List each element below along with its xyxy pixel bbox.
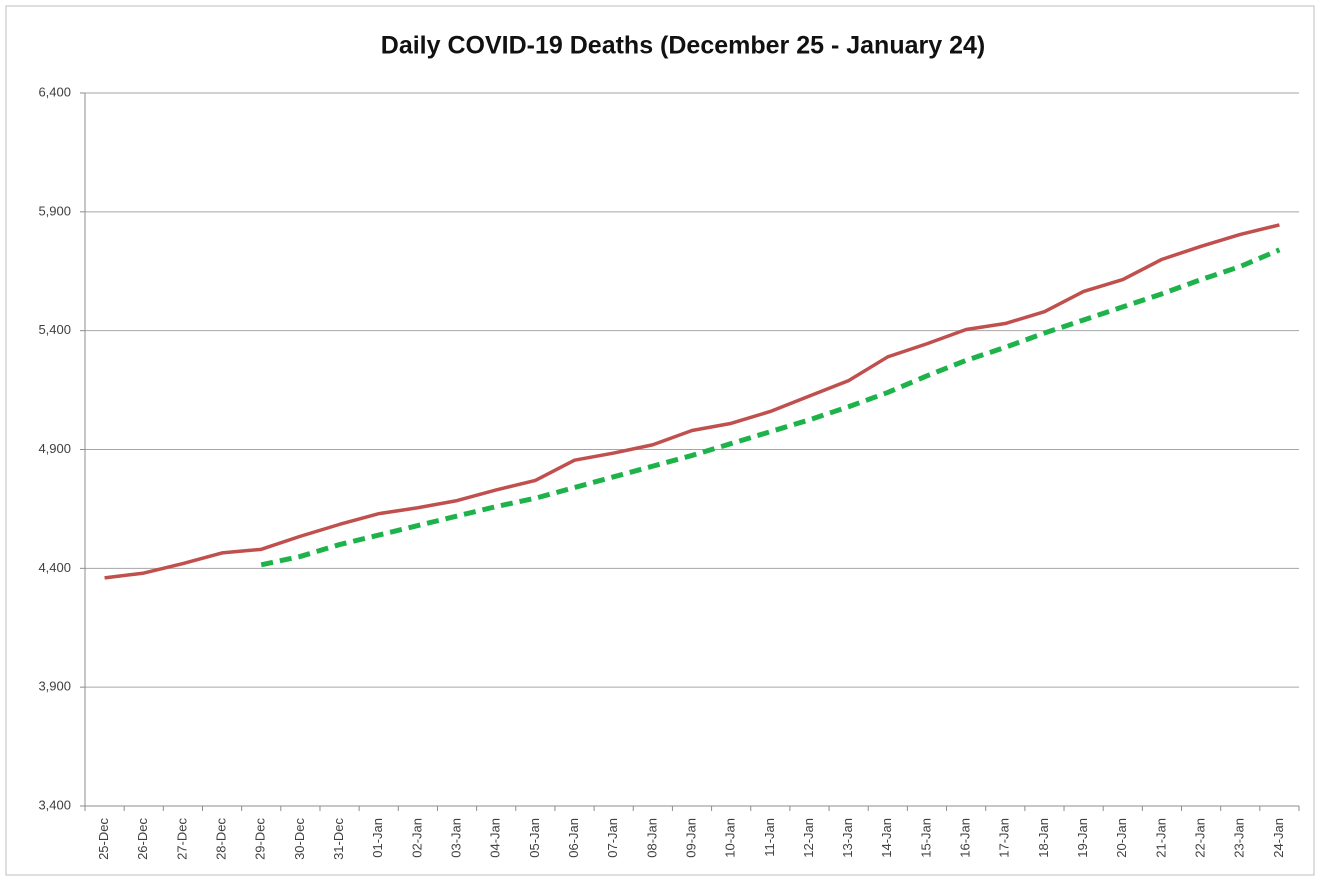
x-tick-label: 29-Dec <box>253 818 268 860</box>
x-tick-label: 09-Jan <box>683 818 698 858</box>
y-tick-label: 6,400 <box>38 84 71 99</box>
x-tick-label: 23-Jan <box>1232 818 1247 858</box>
x-tick-label: 05-Jan <box>527 818 542 858</box>
y-tick-label: 5,400 <box>38 322 71 337</box>
x-tick-label: 20-Jan <box>1114 818 1129 858</box>
x-tick-label: 06-Jan <box>566 818 581 858</box>
x-tick-label: 01-Jan <box>370 818 385 858</box>
y-tick-label: 3,900 <box>38 679 71 694</box>
x-tick-label: 18-Jan <box>1036 818 1051 858</box>
x-tick-label: 30-Dec <box>292 818 307 860</box>
x-tick-label: 14-Jan <box>879 818 894 858</box>
x-tick-label: 17-Jan <box>997 818 1012 858</box>
x-tick-label: 15-Jan <box>918 818 933 858</box>
x-tick-label: 07-Jan <box>605 818 620 858</box>
x-tick-label: 02-Jan <box>409 818 424 858</box>
series-line <box>104 223 1280 580</box>
x-tick-label: 16-Jan <box>958 818 973 858</box>
x-tick-label: 19-Jan <box>1075 818 1090 858</box>
x-tick-label: 24-Jan <box>1271 818 1286 858</box>
series-line <box>260 247 1281 568</box>
x-tick-label: 10-Jan <box>723 818 738 858</box>
x-tick-label: 04-Jan <box>488 818 503 858</box>
x-tick-label: 25-Dec <box>96 818 111 860</box>
x-tick-label: 22-Jan <box>1193 818 1208 858</box>
x-tick-label: 11-Jan <box>762 818 777 857</box>
x-tick-label: 13-Jan <box>840 818 855 858</box>
x-tick-label: 12-Jan <box>801 818 816 858</box>
x-tick-label: 21-Jan <box>1153 818 1168 858</box>
x-tick-label: 27-Dec <box>174 818 189 860</box>
y-tick-label: 3,400 <box>38 797 71 812</box>
y-tick-label: 4,900 <box>38 441 71 456</box>
x-tick-label: 28-Dec <box>214 818 229 860</box>
x-tick-label: 08-Jan <box>644 818 659 858</box>
y-tick-label: 5,900 <box>38 203 71 218</box>
chart-title: Daily COVID-19 Deaths (December 25 - Jan… <box>381 32 985 60</box>
x-tick-label: 26-Dec <box>135 818 150 860</box>
y-tick-label: 4,400 <box>38 560 71 575</box>
x-tick-label: 03-Jan <box>448 818 463 858</box>
x-tick-label: 31-Dec <box>331 818 346 860</box>
